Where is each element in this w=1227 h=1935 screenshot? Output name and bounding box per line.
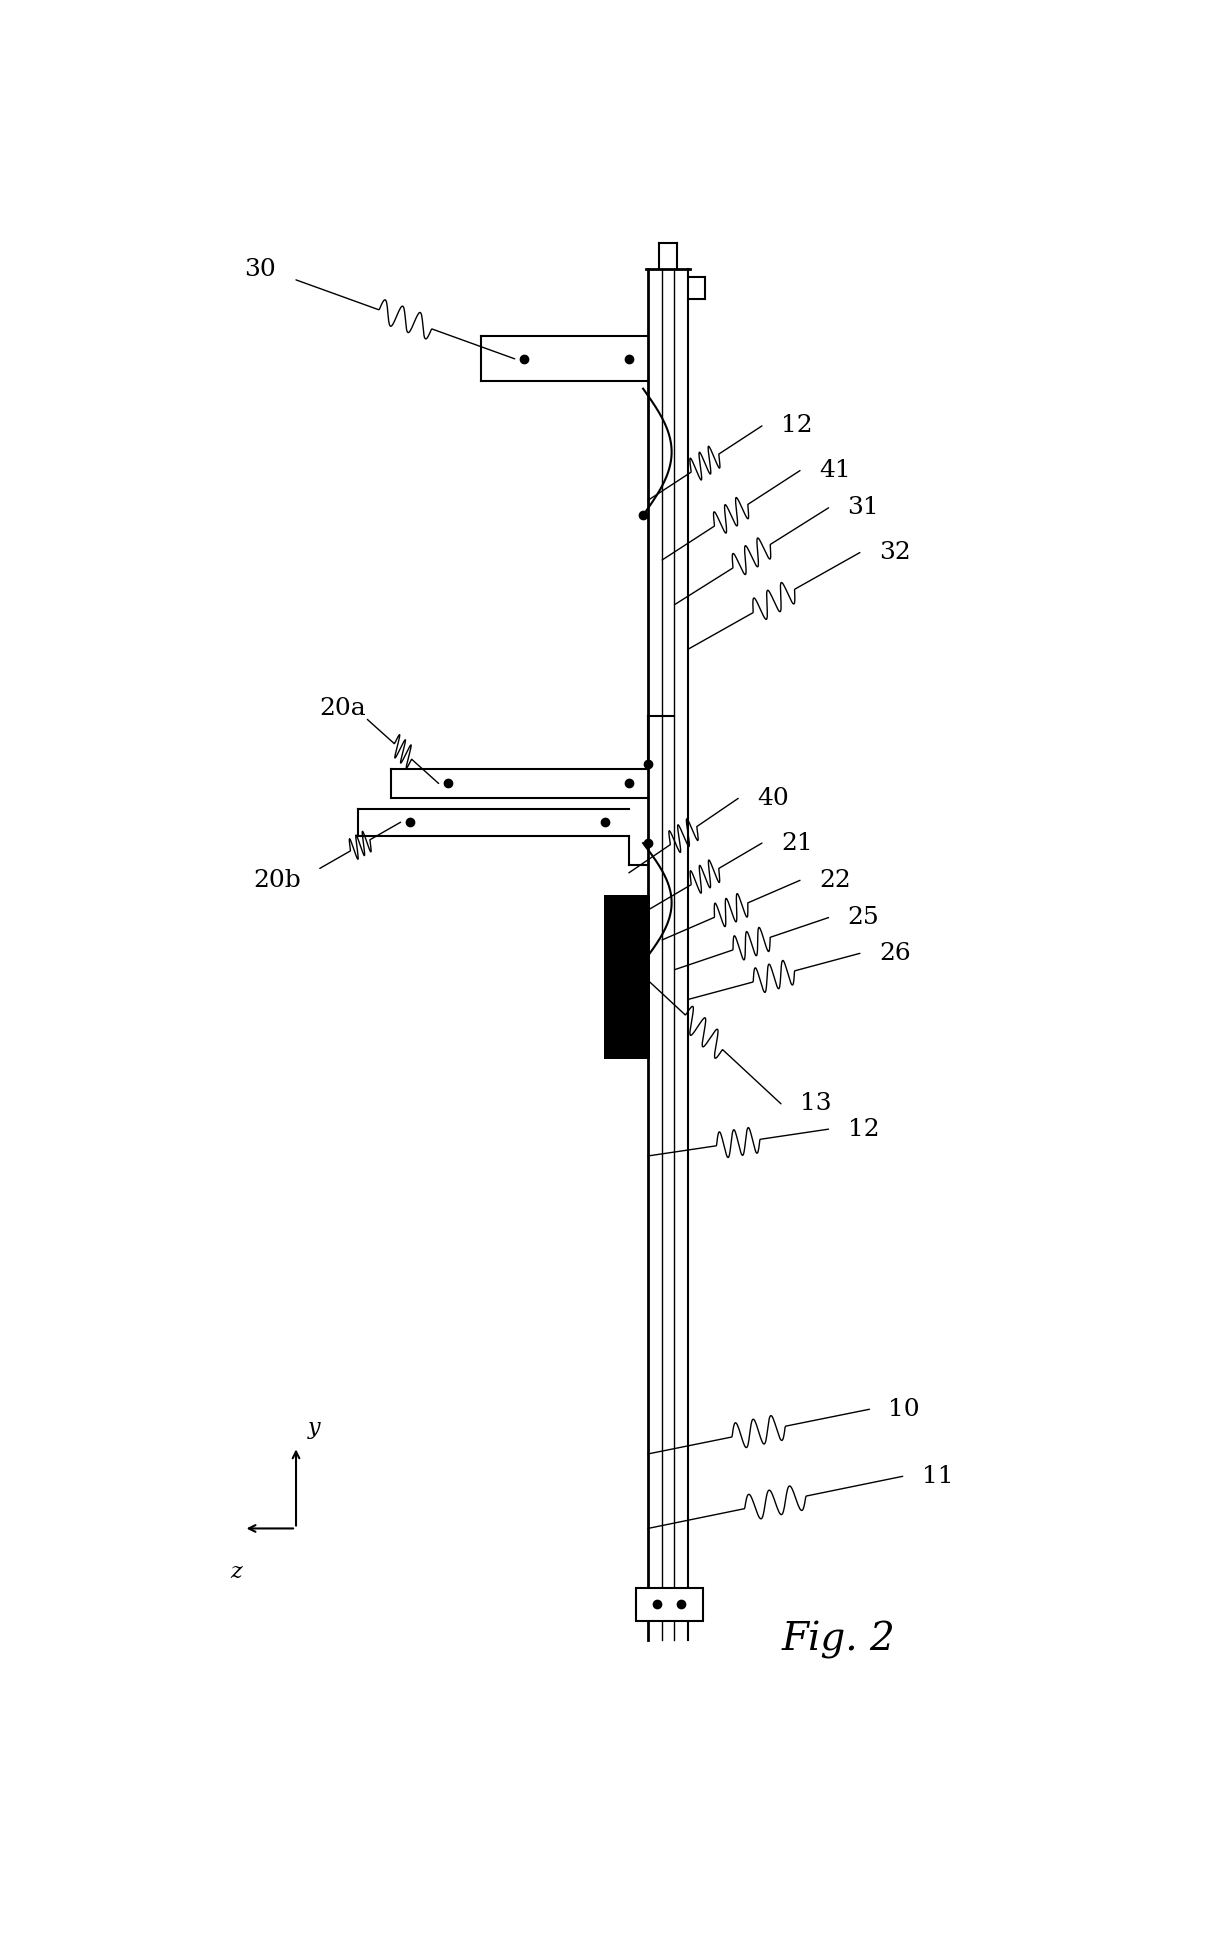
Text: 25: 25 (848, 906, 880, 929)
Text: 40: 40 (757, 788, 789, 811)
Text: 20b: 20b (253, 869, 301, 892)
Text: y: y (308, 1416, 320, 1440)
Text: 30: 30 (244, 257, 276, 281)
Text: z: z (231, 1562, 242, 1583)
Text: 12: 12 (848, 1118, 880, 1140)
Text: 21: 21 (780, 832, 812, 855)
Text: 10: 10 (888, 1397, 920, 1420)
Text: Fig. 2: Fig. 2 (782, 1622, 894, 1658)
Text: 20a: 20a (320, 697, 367, 720)
Bar (604, 896, 650, 1058)
Text: 12: 12 (780, 414, 812, 437)
Bar (637, 1589, 703, 1622)
Text: 22: 22 (818, 869, 850, 892)
Text: 32: 32 (879, 542, 910, 563)
Text: 41: 41 (818, 459, 850, 482)
Text: 26: 26 (879, 942, 910, 966)
Text: 31: 31 (848, 497, 880, 519)
Text: 11: 11 (921, 1465, 953, 1488)
Text: 13: 13 (800, 1093, 832, 1115)
